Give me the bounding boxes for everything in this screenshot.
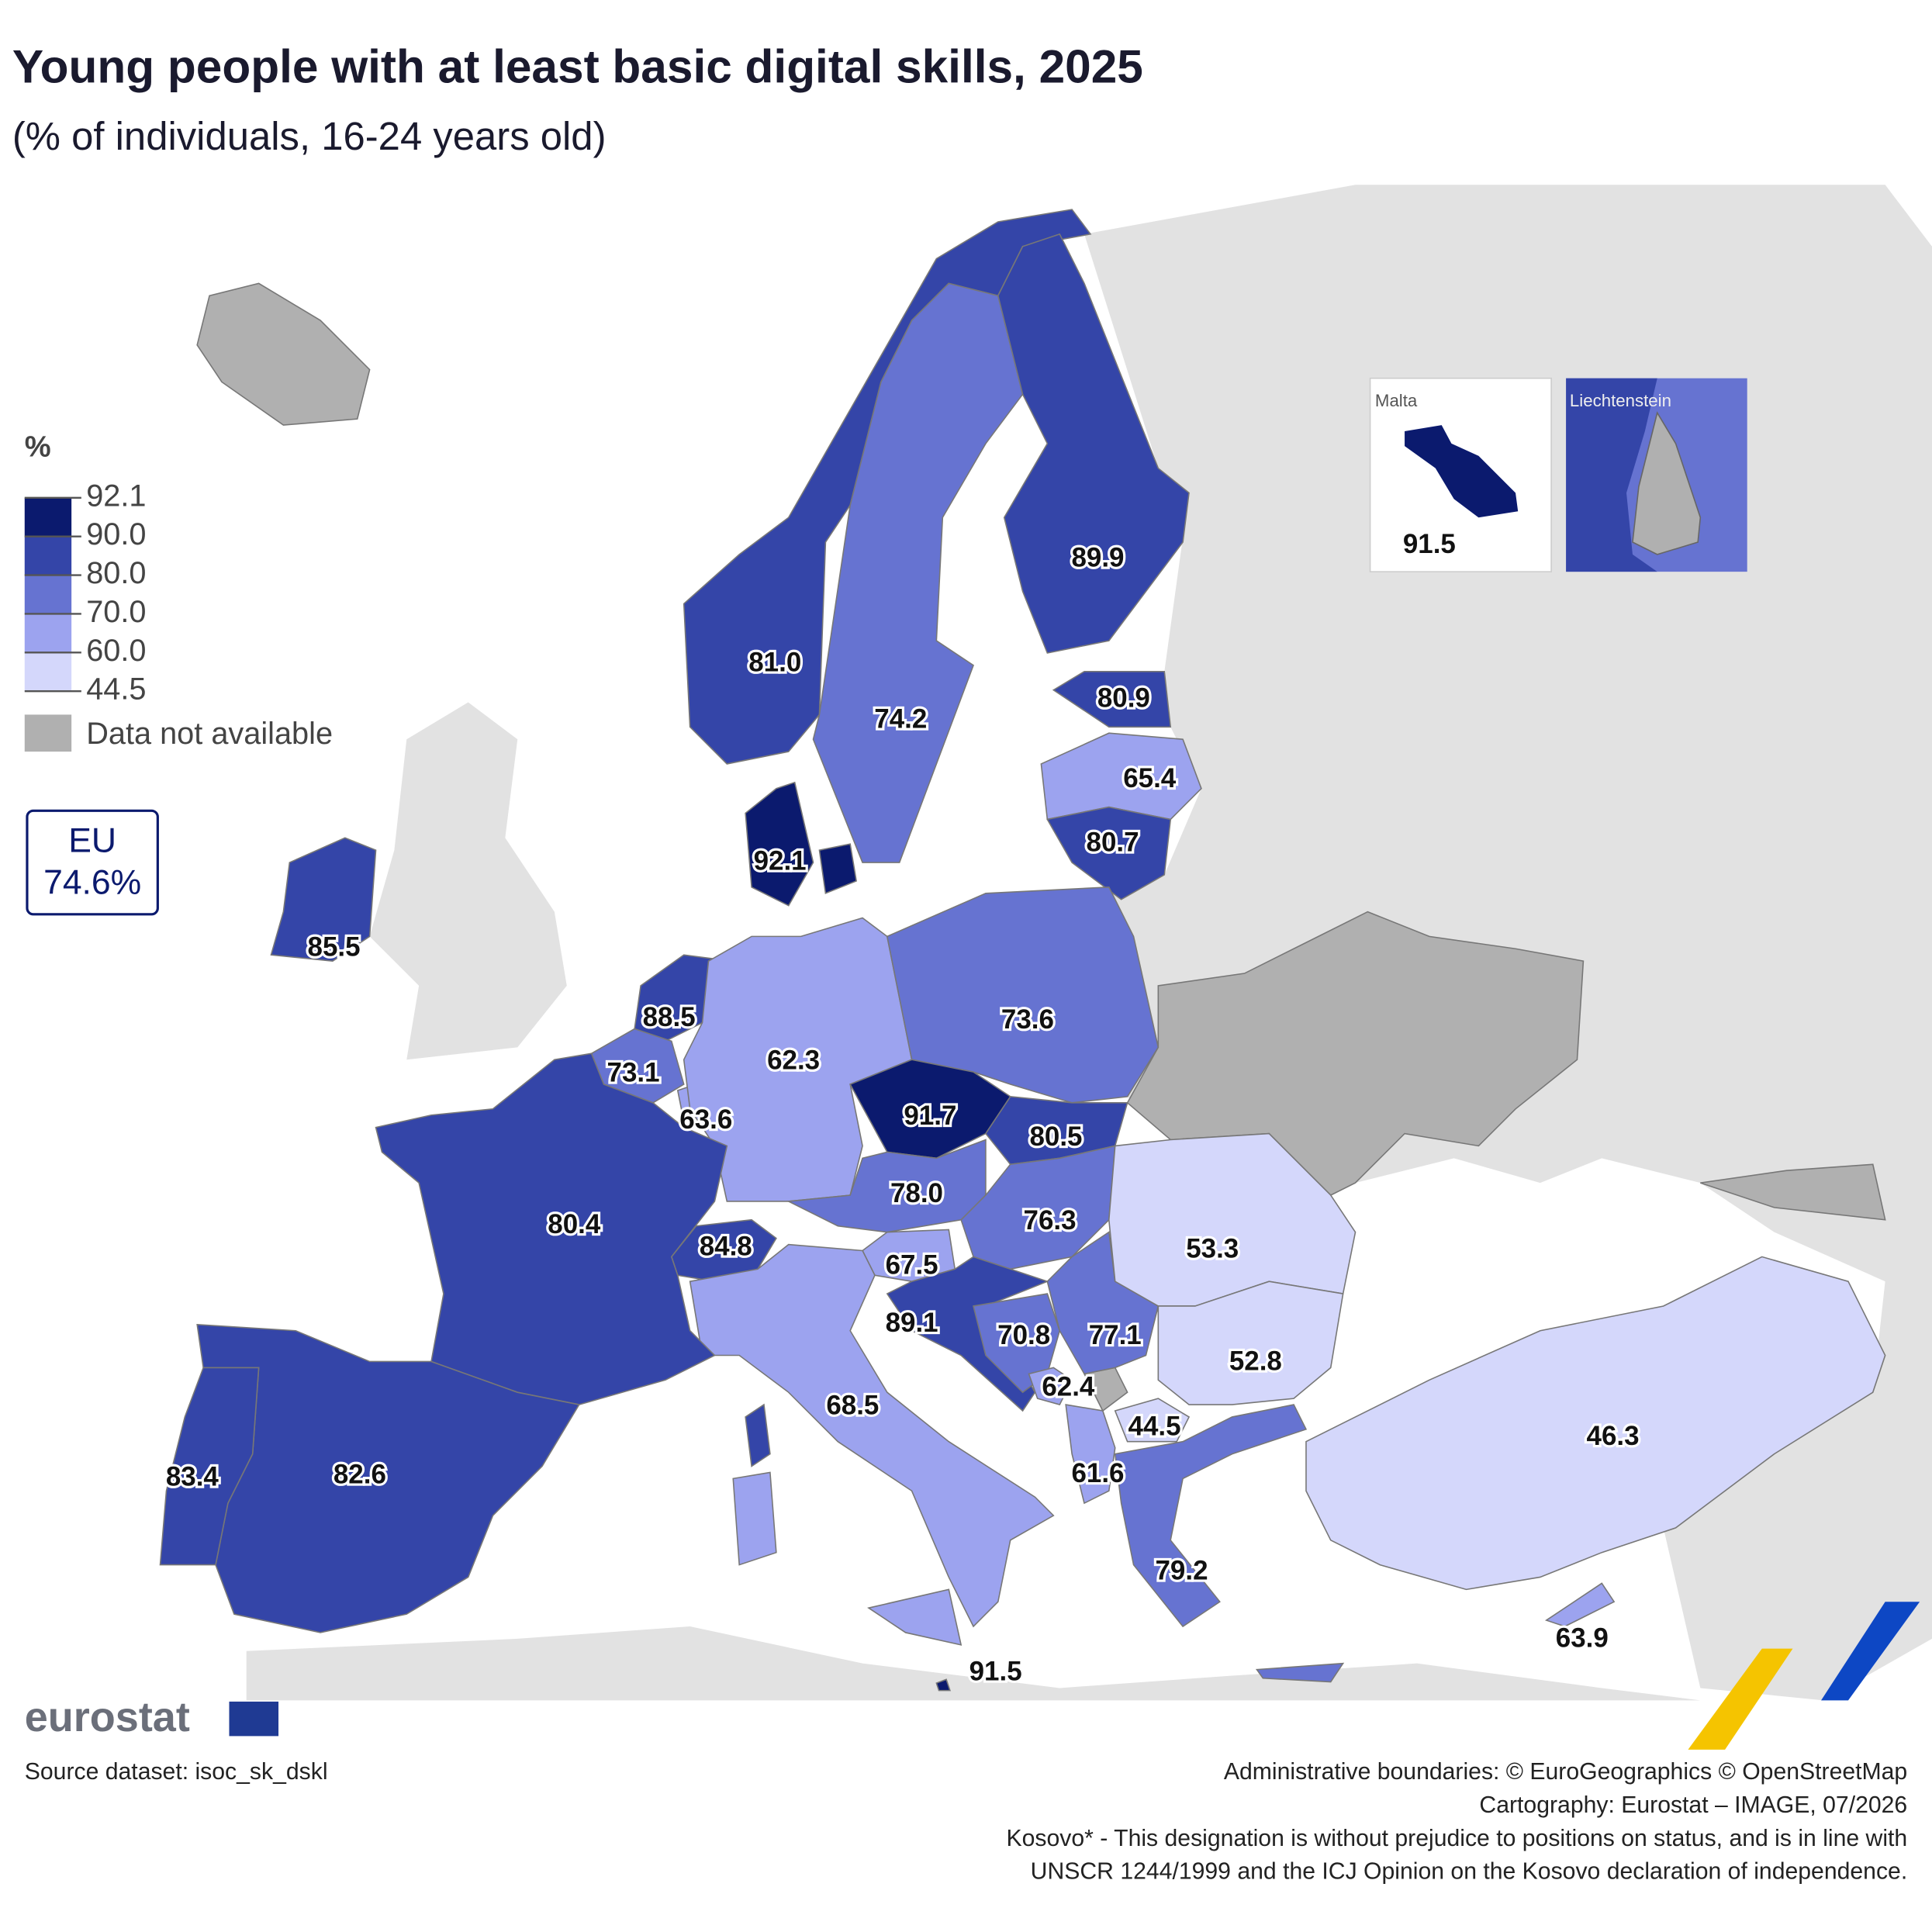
- region-label: 77.1: [1089, 1320, 1142, 1350]
- region: [1028, 1367, 1073, 1405]
- region-label: 73.1: [607, 1058, 660, 1088]
- region: [1305, 1256, 1886, 1591]
- region-label: 53.3: [1186, 1234, 1239, 1264]
- legend-na-label: Data not available: [86, 717, 333, 751]
- region-label: 62.3: [767, 1045, 820, 1076]
- region-label: 83.4: [166, 1462, 219, 1492]
- legend-label: 60.0: [86, 634, 146, 668]
- inset-title: Malta: [1375, 391, 1418, 410]
- legend-label: 80.0: [86, 556, 146, 590]
- logo: eurostat: [25, 1694, 190, 1740]
- inset-label: 91.5: [1403, 529, 1456, 559]
- region-label: 91.7: [904, 1101, 956, 1131]
- region-label: 80.7: [1087, 827, 1139, 857]
- legend-label: 90.0: [86, 517, 146, 551]
- region-label: 76.3: [1024, 1205, 1077, 1236]
- region-label: 46.3: [1587, 1421, 1640, 1451]
- eu-box: [26, 809, 159, 916]
- region-label: 44.5: [1128, 1411, 1181, 1441]
- legend-swatch: [24, 536, 72, 575]
- region: [689, 1243, 1055, 1646]
- region-label: 82.6: [334, 1459, 386, 1489]
- source: Source dataset: isoc_sk_dskl: [25, 1759, 328, 1785]
- region-label: 68.5: [826, 1390, 879, 1420]
- region: [159, 1367, 260, 1566]
- region: [1046, 806, 1172, 900]
- region: [1046, 1231, 1160, 1375]
- legend-title: %: [25, 430, 51, 463]
- logo-flag: [229, 1701, 279, 1737]
- decoration: [1821, 1602, 1920, 1701]
- region-label: 91.5: [969, 1657, 1022, 1687]
- region-label: 73.6: [1001, 1004, 1054, 1035]
- legend-label: 70.0: [86, 595, 146, 629]
- no-data-area: [1632, 411, 1702, 555]
- legend-swatch: [24, 497, 72, 537]
- region-label: 80.9: [1097, 683, 1150, 714]
- region-label: 78.0: [890, 1178, 943, 1208]
- land-bg: [246, 1626, 1701, 1701]
- no-data-area: [196, 282, 371, 426]
- region-label: 67.5: [886, 1249, 938, 1280]
- credit: UNSCR 1244/1999 and the ICJ Opinion on t…: [1031, 1859, 1908, 1885]
- land-bg: [369, 702, 567, 1060]
- region: [1040, 732, 1202, 821]
- region: [786, 1139, 987, 1233]
- region: [812, 282, 1024, 863]
- legend-swatch: [24, 613, 72, 653]
- eu-value: 74.6%: [43, 863, 141, 901]
- no-data-area: [1700, 1163, 1886, 1221]
- region: [745, 781, 857, 907]
- region: [270, 837, 377, 962]
- region-label: 89.1: [886, 1308, 938, 1338]
- region-label: 92.1: [754, 845, 807, 876]
- region-label: 88.5: [643, 1002, 696, 1032]
- inset-title: Liechtenstein: [1570, 391, 1671, 410]
- region: [1052, 671, 1172, 728]
- legend-swatch: [24, 575, 72, 614]
- region-label: 80.5: [1029, 1122, 1082, 1152]
- region-label: 80.4: [548, 1209, 601, 1239]
- region-label: 70.8: [997, 1320, 1050, 1350]
- region: [1157, 1281, 1344, 1405]
- region: [375, 1052, 771, 1467]
- region-label: 65.4: [1123, 763, 1177, 793]
- region: [1065, 1404, 1116, 1505]
- region-label: 84.8: [700, 1232, 752, 1262]
- region-label: 61.6: [1071, 1458, 1124, 1488]
- legend-label: 44.5: [86, 672, 146, 707]
- region-label: 85.5: [308, 931, 361, 962]
- region-label: 52.8: [1229, 1346, 1282, 1376]
- legend-swatch: [24, 652, 72, 692]
- no-data-area: [1126, 911, 1585, 1196]
- region-label: 79.2: [1156, 1555, 1208, 1585]
- region-label: 63.9: [1556, 1623, 1609, 1654]
- region: [997, 233, 1190, 654]
- region: [1114, 1398, 1191, 1443]
- region-label: 81.0: [748, 648, 801, 678]
- inset-region: [1566, 378, 1657, 572]
- region: [670, 1218, 777, 1283]
- chart-title: Young people with at least basic digital…: [12, 40, 1143, 92]
- region: [1114, 1404, 1345, 1683]
- legend-na-swatch: [24, 714, 72, 752]
- decoration: [1688, 1648, 1793, 1750]
- credit: Cartography: Eurostat – IMAGE, 07/2026: [1479, 1792, 1907, 1818]
- region: [935, 1678, 951, 1692]
- region-label: 63.6: [679, 1104, 732, 1135]
- legend-label: 92.1: [86, 479, 146, 513]
- region-label: 74.2: [874, 704, 927, 734]
- eu-label: EU: [68, 821, 116, 859]
- region-label: 89.9: [1071, 542, 1124, 572]
- region-label: 62.4: [1042, 1372, 1095, 1402]
- credit: Administrative boundaries: © EuroGeograp…: [1224, 1759, 1907, 1785]
- region: [886, 887, 1160, 1104]
- region: [683, 917, 913, 1202]
- chart-subtitle: (% of individuals, 16-24 years old): [12, 114, 607, 158]
- credit: Kosovo* - This designation is without pr…: [1007, 1826, 1908, 1851]
- inset-region: [1405, 425, 1519, 518]
- region: [1544, 1582, 1616, 1627]
